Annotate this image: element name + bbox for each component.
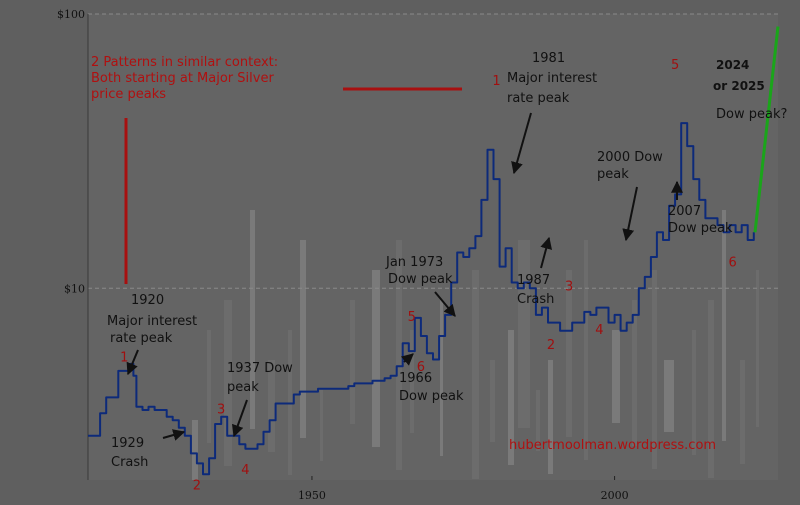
gray-band [548,360,553,474]
gray-band [350,300,355,424]
grid [88,13,778,289]
arrow-1937 [232,399,248,438]
label-2024: 2024 or 2025 [713,58,765,93]
wave-number-label: 5 [408,310,416,325]
label-1937: 1937 Dow peak [227,361,297,395]
x-tick-label: 2000 [601,489,629,502]
gray-band [652,270,657,469]
gray-band [566,270,572,437]
gray-band [372,270,380,447]
gray-band [632,300,637,446]
gray-band [664,360,674,432]
wave-number-label: 4 [241,463,249,478]
wave-number-label: 3 [565,280,573,295]
wave-number-label: 2 [547,338,555,353]
wave-number-label: 6 [417,360,425,375]
gray-band [740,360,745,464]
arrow-1966 [400,353,414,366]
gray-band [692,330,696,455]
gray-band [410,330,414,433]
label-1966: 1966 Dow peak [399,371,464,404]
gray-band [250,210,255,429]
arrow-1981 [511,112,532,175]
label-1973: Jan 1973 Dow peak [385,255,453,287]
gray-band [722,210,726,441]
arrow-1920 [126,349,139,376]
wave-number-label: 6 [728,256,736,271]
watermark: hubertmoolman.wordpress.com [509,438,716,453]
gray-band [396,240,402,470]
projection-line [753,26,780,233]
gray-band [440,300,443,456]
gray-bands [192,210,759,480]
gray-band [536,390,540,451]
plot-background [88,14,778,480]
label-1920: 1920 Major interest rate peak [107,293,201,346]
wave-number-label: 4 [595,323,603,338]
gray-band [268,360,275,452]
gray-band [508,330,514,465]
arrow-1987 [540,236,553,269]
wave-number-label: 5 [671,58,679,73]
label-2000: 2000 Dow peak [597,150,667,182]
wave-number-label: 3 [217,402,225,417]
gray-band [320,390,323,461]
series-line [88,122,755,476]
wave-number-label: 1 [120,351,128,366]
wave-number-label: 1 [492,74,500,89]
y-tick-label: $10 [64,282,85,295]
gray-band [472,270,479,479]
arrow-1973 [434,291,456,317]
pattern-note: 2 Patterns in similar context: Both star… [91,55,282,102]
wave-numbers: 1 2 3 4 5 6 1 2 3 4 5 6 [120,58,737,493]
label-1987: 1987 Crash [517,273,554,307]
gray-band [708,300,714,478]
arrow-1929 [162,429,186,441]
arrow-2000 [622,186,638,242]
axis-ticks: $100 $10 1950 2000 [57,8,629,502]
gray-band [224,300,232,466]
gray-band [612,330,620,423]
x-tick-label: 1950 [298,489,326,502]
label-1981: 1981 Major interest rate peak [507,51,601,106]
annotation-arrows [126,112,683,441]
gray-band [584,240,588,460]
label-1929: 1929 Crash [111,436,148,470]
gray-band [192,420,198,480]
gray-band [207,330,211,443]
gray-band [490,360,495,442]
gray-band [756,270,759,427]
gray-band [300,240,306,438]
gray-band [518,240,530,428]
label-2007: 2007 Dow peak [668,204,733,236]
wave-number-label: 2 [193,478,201,493]
y-tick-label: $100 [57,8,85,21]
label-dow-peak-question: Dow peak? [716,107,787,122]
